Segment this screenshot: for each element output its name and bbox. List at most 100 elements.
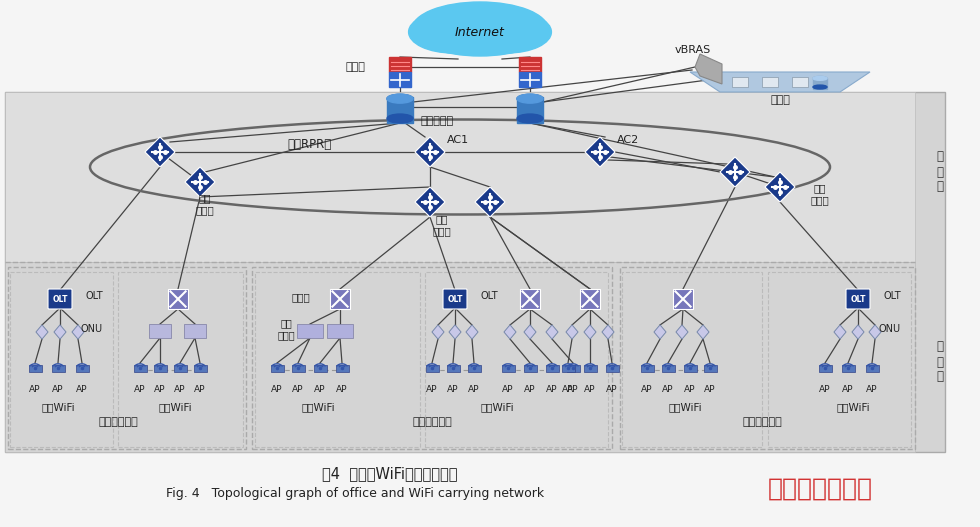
Text: AP: AP: [426, 385, 438, 394]
Text: OLT: OLT: [85, 291, 103, 301]
Polygon shape: [72, 325, 84, 339]
Text: 锦城绿道南段: 锦城绿道南段: [413, 417, 452, 427]
Polygon shape: [654, 325, 666, 339]
Bar: [606, 365, 618, 372]
Text: AP: AP: [468, 385, 480, 394]
Bar: [168, 289, 188, 309]
Polygon shape: [585, 137, 615, 167]
Text: 锦城绿道西段: 锦城绿道西段: [98, 417, 138, 427]
Polygon shape: [695, 54, 722, 84]
Bar: [10, 272, 113, 447]
Bar: [255, 272, 420, 447]
Bar: [447, 365, 460, 372]
Text: AP: AP: [292, 385, 304, 394]
Polygon shape: [54, 325, 66, 339]
Bar: [519, 72, 541, 87]
Bar: [5, 92, 915, 262]
Text: 室外WiFi: 室外WiFi: [836, 402, 870, 412]
Polygon shape: [145, 137, 175, 167]
Bar: [732, 77, 748, 87]
Bar: [673, 289, 693, 309]
Bar: [562, 365, 574, 372]
Text: 汇聚
交换机: 汇聚 交换机: [196, 193, 215, 215]
Text: AP: AP: [842, 385, 854, 394]
Bar: [467, 365, 480, 372]
Text: 接
入
层: 接 入 层: [937, 340, 944, 384]
FancyBboxPatch shape: [443, 289, 467, 309]
Text: 图4  办公、WiFi承载网拓扑图: 图4 办公、WiFi承载网拓扑图: [322, 466, 458, 482]
Text: AP: AP: [336, 385, 348, 394]
Polygon shape: [697, 325, 710, 339]
Text: 室外WiFi: 室外WiFi: [480, 402, 514, 412]
Text: AP: AP: [546, 385, 558, 394]
Polygon shape: [475, 187, 505, 217]
Text: AC2: AC2: [616, 135, 639, 145]
Text: 汇聚
交换机: 汇聚 交换机: [432, 214, 452, 236]
Text: AP: AP: [76, 385, 88, 394]
Text: OLT: OLT: [851, 295, 865, 304]
Text: 室内WiFi: 室内WiFi: [301, 402, 335, 412]
Text: 防火墙: 防火墙: [345, 62, 365, 72]
Polygon shape: [415, 137, 445, 167]
Text: 室内WiFi: 室内WiFi: [158, 402, 192, 412]
Bar: [641, 365, 654, 372]
FancyBboxPatch shape: [48, 289, 72, 309]
Ellipse shape: [387, 114, 413, 123]
Bar: [389, 72, 411, 87]
Ellipse shape: [517, 114, 543, 123]
Text: AP: AP: [567, 385, 579, 394]
Text: AP: AP: [866, 385, 878, 394]
Text: 交换机: 交换机: [291, 292, 310, 302]
Polygon shape: [566, 325, 578, 339]
Polygon shape: [546, 325, 558, 339]
Bar: [297, 324, 323, 338]
Bar: [580, 289, 600, 309]
Ellipse shape: [463, 11, 552, 53]
Text: AP: AP: [503, 385, 514, 394]
Bar: [387, 97, 413, 123]
Text: AP: AP: [154, 385, 166, 394]
Text: 私有云: 私有云: [770, 95, 790, 105]
Ellipse shape: [517, 94, 543, 103]
Ellipse shape: [409, 11, 497, 53]
Ellipse shape: [432, 24, 501, 54]
Bar: [704, 365, 716, 372]
Text: 汇
聚
层: 汇 聚 层: [937, 151, 944, 193]
Text: OLT: OLT: [52, 295, 68, 304]
Text: AP: AP: [705, 385, 715, 394]
Bar: [330, 289, 350, 309]
Text: OLT: OLT: [447, 295, 463, 304]
Text: AP: AP: [174, 385, 186, 394]
Text: Internet: Internet: [455, 25, 505, 38]
Bar: [133, 365, 146, 372]
Text: AP: AP: [271, 385, 283, 394]
Polygon shape: [676, 325, 688, 339]
Bar: [517, 97, 543, 123]
Text: 汇聚RPR环: 汇聚RPR环: [288, 139, 332, 151]
Bar: [662, 365, 674, 372]
Text: AP: AP: [607, 385, 617, 394]
Text: 接入
交换机: 接入 交换机: [277, 318, 295, 340]
Text: AP: AP: [315, 385, 325, 394]
Text: OLT: OLT: [480, 291, 498, 301]
Polygon shape: [524, 325, 536, 339]
Bar: [502, 365, 514, 372]
Bar: [154, 365, 167, 372]
Bar: [762, 77, 778, 87]
Bar: [314, 365, 326, 372]
Ellipse shape: [813, 76, 827, 80]
Bar: [818, 365, 831, 372]
Bar: [566, 365, 579, 372]
Text: AP: AP: [524, 385, 536, 394]
Bar: [683, 365, 697, 372]
Polygon shape: [602, 325, 614, 339]
Polygon shape: [185, 167, 215, 197]
Bar: [792, 77, 808, 87]
Ellipse shape: [517, 94, 543, 103]
Bar: [546, 365, 559, 372]
Text: Fig. 4   Topological graph of office and WiFi carrying network: Fig. 4 Topological graph of office and W…: [166, 487, 544, 501]
Text: AP: AP: [819, 385, 831, 394]
Text: AP: AP: [684, 385, 696, 394]
Text: 室外WiFi: 室外WiFi: [41, 402, 74, 412]
Text: 室内WiFi: 室内WiFi: [668, 402, 702, 412]
